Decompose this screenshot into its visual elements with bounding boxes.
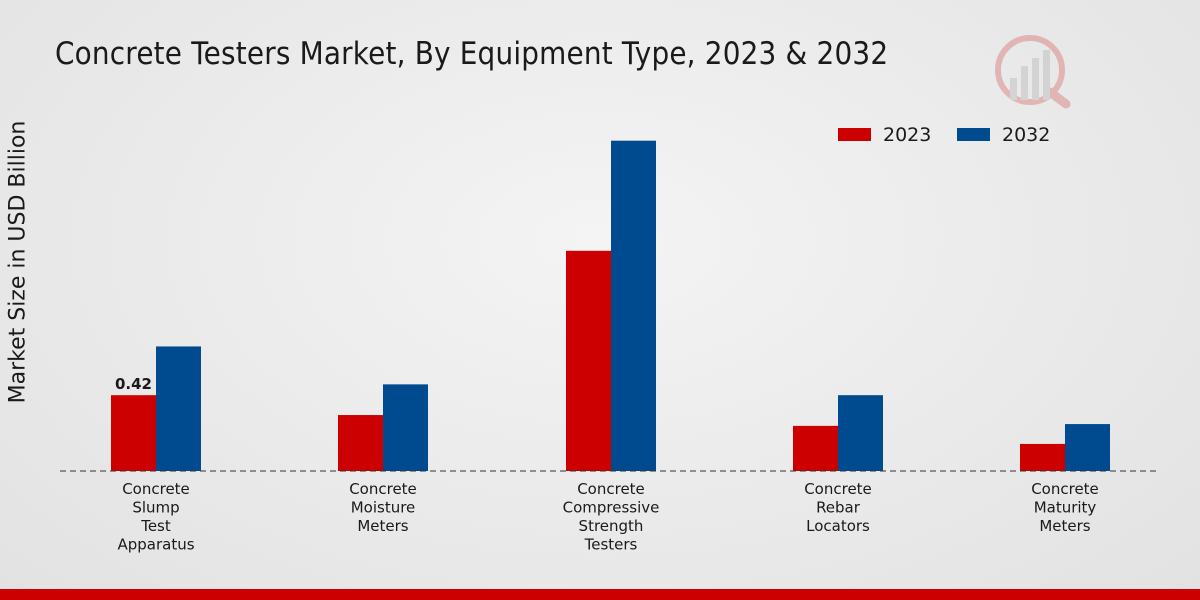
x-tick-label-line: Testers <box>584 536 638 554</box>
legend-swatch-2023 <box>838 128 871 141</box>
x-tick-label-1: Concrete Moisture Meters <box>349 480 417 535</box>
bars-layer <box>111 140 1110 471</box>
x-tick-label-4: Concrete Maturity Meters <box>1031 480 1099 535</box>
bar-2032-cat-3 <box>838 395 883 471</box>
x-tick-label-line: Slump <box>132 499 179 517</box>
data-label-0: 0.42 <box>115 375 152 393</box>
legend-label-2032: 2032 <box>1002 124 1050 146</box>
x-tick-label-2: Concrete Compressive Strength Testers <box>563 480 660 554</box>
bar-2032-cat-0 <box>156 346 201 471</box>
x-tick-label-line: Meters <box>1039 517 1090 535</box>
x-tick-label-line: Concrete <box>349 480 417 498</box>
data-labels-layer: 0.42 <box>115 375 152 393</box>
legend-label-2023: 2023 <box>883 124 931 146</box>
x-tick-label-3: Concrete Rebar Locators <box>804 480 872 535</box>
bottom-accent-bar <box>0 589 1200 600</box>
x-tick-label-line: Concrete <box>577 480 645 498</box>
x-tick-label-line: Rebar <box>816 499 861 517</box>
chart-title: Concrete Testers Market, By Equipment Ty… <box>55 36 889 72</box>
x-tick-label-line: Compressive <box>563 499 660 517</box>
bar-2023-cat-0 <box>111 395 156 471</box>
bar-2023-cat-4 <box>1020 443 1065 471</box>
x-tick-label-line: Test <box>140 517 171 535</box>
legend-swatch-2032 <box>957 128 990 141</box>
x-tick-label-line: Concrete <box>1031 480 1099 498</box>
bar-2023-cat-3 <box>793 425 838 471</box>
legend: 2023 2032 <box>838 124 1050 146</box>
bar-2032-cat-1 <box>383 384 428 471</box>
x-tick-label-line: Locators <box>806 517 870 535</box>
x-tick-label-line: Concrete <box>804 480 872 498</box>
x-tick-label-line: Meters <box>357 517 408 535</box>
x-tick-label-line: Moisture <box>351 499 416 517</box>
bar-2032-cat-2 <box>611 140 656 471</box>
watermark-logo-icon <box>995 35 1071 109</box>
bar-2032-cat-4 <box>1065 424 1110 471</box>
bar-2023-cat-2 <box>566 250 611 471</box>
x-tick-label-line: Concrete <box>122 480 190 498</box>
x-tick-label-line: Apparatus <box>117 536 194 554</box>
x-tick-label-0: Concrete Slump Test Apparatus <box>117 480 194 554</box>
x-tick-label-line: Strength <box>579 517 644 535</box>
x-tick-label-line: Maturity <box>1034 499 1097 517</box>
bar-2023-cat-1 <box>338 415 383 471</box>
